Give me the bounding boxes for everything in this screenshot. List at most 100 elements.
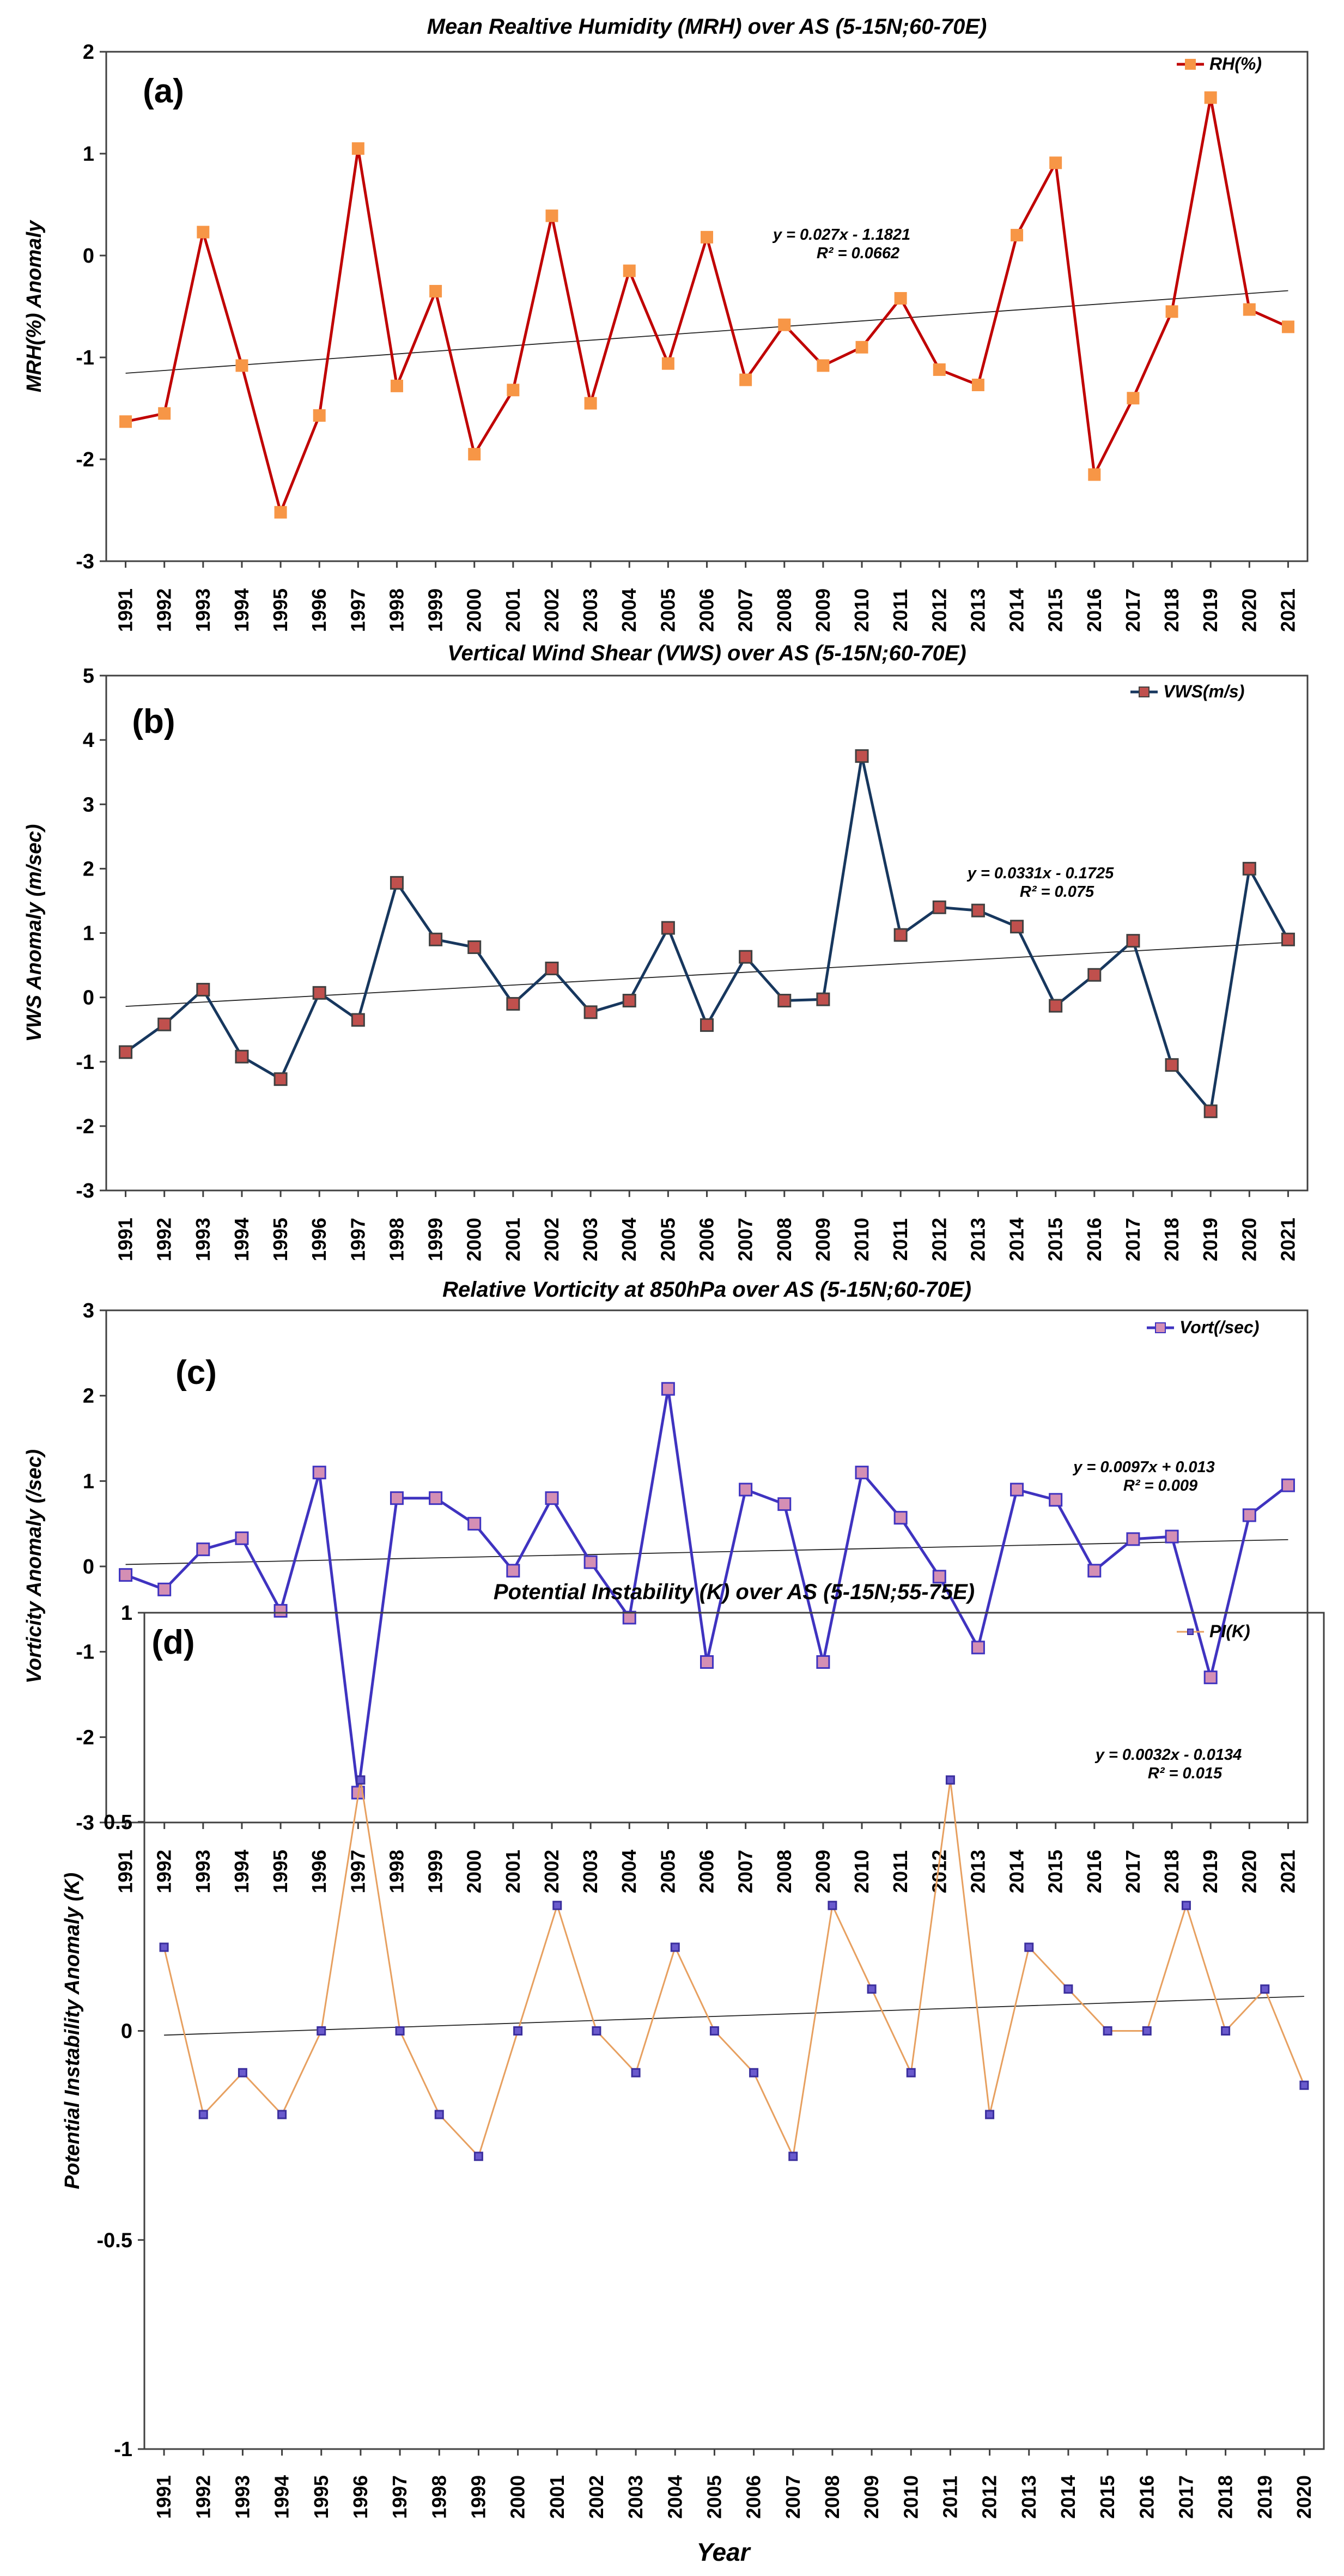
trend-line <box>164 1996 1304 2036</box>
x-tick-label: 2021 <box>1276 1850 1299 1893</box>
data-point <box>351 142 364 155</box>
x-tick-label: 2006 <box>743 2475 765 2519</box>
x-tick-label: 2015 <box>1044 1218 1067 1261</box>
y-tick-label: 2 <box>83 858 94 880</box>
data-point <box>894 292 907 305</box>
data-point <box>429 932 443 946</box>
data-point <box>933 363 946 376</box>
data-point <box>545 961 559 975</box>
data-point <box>1204 91 1217 104</box>
x-tick-label: 2016 <box>1083 588 1105 632</box>
panel-c: Relative Vorticity at 850hPa over AS (5-… <box>23 1278 1309 1893</box>
data-point <box>971 378 984 391</box>
data-point <box>1165 1058 1179 1072</box>
x-tick-label: 2011 <box>889 589 911 631</box>
y-tick-label: -1 <box>76 347 94 369</box>
x-tick-label: 2008 <box>773 1218 795 1261</box>
x-tick-label: 2002 <box>540 1218 563 1261</box>
x-tick-label: 2010 <box>850 1218 873 1261</box>
data-point <box>1242 861 1256 876</box>
x-tick-label: 2016 <box>1135 2475 1158 2519</box>
x-tick-label: 2000 <box>463 1218 485 1261</box>
data-point <box>584 397 597 410</box>
data-point <box>312 986 326 1000</box>
data-point <box>513 2026 523 2036</box>
x-tick-label: 2004 <box>618 1218 640 1261</box>
data-point <box>971 1641 985 1655</box>
y-tick-label: -3 <box>76 550 94 573</box>
data-point <box>273 1072 288 1086</box>
x-tick-label: 2011 <box>889 1218 911 1261</box>
data-point <box>1221 2026 1231 2036</box>
x-tick-label: 1998 <box>385 1218 408 1261</box>
trend-equation: y = 0.0331x - 0.1725 <box>966 865 1114 882</box>
data-point <box>788 2152 798 2161</box>
data-point <box>1087 968 1102 982</box>
data-point <box>273 1603 288 1618</box>
data-point <box>700 1018 714 1032</box>
y-axis-label: Vorticity Anomaly (/sec) <box>23 1449 46 1684</box>
x-tick-label: 2001 <box>502 588 524 632</box>
data-point <box>506 1564 520 1578</box>
legend-swatch-marker <box>1139 686 1150 697</box>
data-point <box>817 359 830 372</box>
x-tick-label: 1996 <box>349 2475 372 2519</box>
x-tick-label: 2008 <box>821 2475 843 2519</box>
data-point <box>867 1984 877 1994</box>
data-point <box>971 903 985 918</box>
trend-r-squared: R² = 0.0662 <box>817 245 899 262</box>
x-tick-label: 1995 <box>269 1218 291 1261</box>
data-point <box>1049 156 1062 169</box>
data-point <box>739 373 752 386</box>
x-tick-label: 2011 <box>889 1850 911 1893</box>
series-line <box>163 1779 1305 2158</box>
x-tick-label: 2018 <box>1214 2475 1237 2519</box>
plot-frame <box>105 675 1309 1192</box>
data-point <box>390 379 403 392</box>
x-tick-label: 1995 <box>269 1850 291 1893</box>
panel-label: (d) <box>151 1624 194 1661</box>
data-point <box>395 2026 405 2036</box>
y-tick-label: 1 <box>83 1470 94 1493</box>
data-point <box>1260 1984 1270 1994</box>
data-point <box>1103 2026 1112 2036</box>
data-point <box>159 1942 169 1952</box>
x-tick-label: 2021 <box>1276 588 1299 632</box>
x-tick-label: 1994 <box>230 1850 253 1893</box>
data-point <box>317 2026 326 2036</box>
x-tick-label: 2017 <box>1122 1218 1144 1261</box>
data-point <box>390 1491 404 1505</box>
y-axis-label: MRH(%) Anomaly <box>23 220 46 392</box>
y-tick-label: -1 <box>76 1641 94 1664</box>
panel-a: Mean Realtive Humidity (MRH) over AS (5-… <box>23 15 1309 632</box>
data-point <box>1126 1532 1140 1546</box>
x-tick-label: 2011 <box>939 2476 961 2518</box>
data-point <box>119 415 132 428</box>
y-tick-label: 0 <box>83 1556 94 1578</box>
x-tick-label: 1996 <box>308 1850 330 1893</box>
x-tick-label: 2009 <box>860 2475 883 2519</box>
x-tick-label: 2001 <box>502 1218 524 1261</box>
data-point <box>434 2110 444 2119</box>
x-tick-label: 2020 <box>1238 588 1260 632</box>
y-tick-label: 1 <box>121 1602 132 1625</box>
data-point <box>985 2110 995 2119</box>
data-point <box>1127 392 1140 405</box>
x-tick-label: 1994 <box>230 588 253 632</box>
data-point <box>670 1942 680 1952</box>
x-tick-label: 2005 <box>703 2475 725 2519</box>
x-tick-label: 2002 <box>540 588 563 632</box>
data-point <box>1181 1900 1191 1910</box>
data-point <box>507 384 520 397</box>
y-tick-label: -3 <box>76 1812 94 1834</box>
data-point <box>506 997 520 1011</box>
legend-swatch-marker <box>1185 59 1196 70</box>
x-tick-label: 2005 <box>656 1850 679 1893</box>
x-tick-label: 2017 <box>1175 2475 1197 2519</box>
panel-d: Potential Instability (K) over AS (5-15N… <box>61 1580 1325 2566</box>
data-point <box>545 209 558 222</box>
data-point <box>1126 934 1140 948</box>
data-point <box>1024 1942 1034 1952</box>
x-tick-label: 2015 <box>1044 588 1067 632</box>
